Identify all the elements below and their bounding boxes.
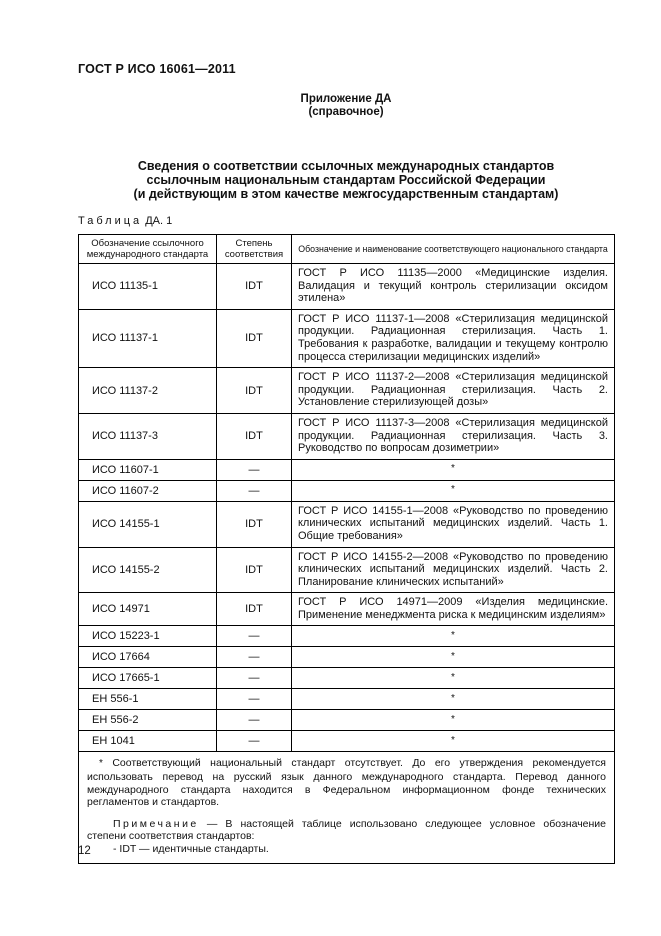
cell-international-standard: ИСО 11137-2 <box>78 367 217 414</box>
cell-degree-of-correspondence: — <box>216 730 292 753</box>
cell-international-standard: ИСО 11607-2 <box>78 479 217 502</box>
table-row: ИСО 11607-1— * <box>78 458 615 481</box>
footnote-text: * Соответствующий национальный стандарт … <box>87 757 606 808</box>
cell-national-standard: ГОСТ Р ИСО 11137-1—2008 «Стерилизация ме… <box>291 308 615 369</box>
section-title-line-1: Сведения о соответствии ссылочных междун… <box>137 159 555 173</box>
cell-degree-of-correspondence: IDT <box>216 546 292 594</box>
column-header-international-standard: Обозначение ссылочного международного ст… <box>78 234 217 264</box>
table-row: ИСО 11607-2— * <box>78 479 615 502</box>
cell-international-standard: ИСО 17665-1 <box>78 667 217 690</box>
cell-degree-of-correspondence: — <box>216 479 292 502</box>
table-caption: Таблица ДА. 1 <box>78 215 614 227</box>
column-header-degree: Степень соответствия <box>216 234 292 264</box>
cell-international-standard: ИСО 14971 <box>78 592 217 627</box>
column-header-national-standard: Обозначение и наименование соответствующ… <box>291 234 615 264</box>
footnote-asterisk: * <box>99 758 103 770</box>
table-header: Обозначение ссылочного международного ст… <box>78 234 615 264</box>
cell-international-standard: ЕН 1041 <box>78 730 217 753</box>
appendix-heading: Приложение ДА (справочное) <box>78 93 614 119</box>
note-body: — В настоящей таблице использовано следу… <box>87 817 607 843</box>
cell-national-standard: * <box>291 646 615 669</box>
table-caption-word: Таблица <box>78 215 143 227</box>
cell-national-standard: * <box>291 458 615 481</box>
table-row: ИСО 11137-3 IDT ГОСТ Р ИСО 11137-3—2008 «С… <box>78 412 615 460</box>
table-row: ЕН 556-2— * <box>78 709 615 732</box>
table-caption-number: ДА. 1 <box>145 215 173 227</box>
cell-degree-of-correspondence: — <box>216 688 292 711</box>
note-word: Примечание <box>113 817 199 830</box>
cell-international-standard: ИСО 11137-1 <box>78 308 217 369</box>
cell-national-standard: ГОСТ Р ИСО 11137-2—2008 «Стерилизация ме… <box>291 367 615 414</box>
cell-national-standard: ГОСТ Р ИСО 11137-3—2008 «Стерилизация ме… <box>291 412 615 460</box>
content-area: Приложение ДА (справочное) Сведения о со… <box>78 93 615 864</box>
table-row: ИСО 17664— * <box>78 646 615 669</box>
table-header-row: Обозначение ссылочного международного ст… <box>78 234 615 264</box>
cell-degree-of-correspondence: IDT <box>216 308 292 369</box>
cell-international-standard: ИСО 11135-1 <box>78 263 217 310</box>
cell-national-standard: * <box>291 625 615 648</box>
cell-international-standard: ИСО 14155-1 <box>78 500 217 548</box>
section-title-line-3: (и действующим в этом качестве межгосуда… <box>133 187 559 201</box>
cell-international-standard: ИСО 11137-3 <box>78 412 217 460</box>
section-title-line-2: ссылочным национальным стандартам Россий… <box>146 173 546 187</box>
table-body: ИСО 11135-1 IDT ГОСТ Р ИСО 11135—2000 «Мед… <box>78 263 615 753</box>
correspondence-table: Обозначение ссылочного международного ст… <box>78 234 615 864</box>
cell-national-standard: ГОСТ Р ИСО 14971—2009 «Изделия медицинск… <box>291 592 615 627</box>
cell-national-standard: ГОСТ Р ИСО 14155-2—2008 «Руководство по … <box>291 546 615 594</box>
cell-degree-of-correspondence: IDT <box>216 592 292 627</box>
table-row: ИСО 17665-1— * <box>78 667 615 690</box>
table-row: ИСО 14971 IDT ГОСТ Р ИСО 14971—2009 «Издел… <box>78 592 615 627</box>
cell-national-standard: * <box>291 479 615 502</box>
note-item-idt: - IDT — идентичные стандарты. <box>113 843 269 856</box>
cell-degree-of-correspondence: IDT <box>216 367 292 414</box>
cell-degree-of-correspondence: — <box>216 458 292 481</box>
cell-national-standard: * <box>291 730 615 753</box>
table-row: ИСО 11135-1 IDT ГОСТ Р ИСО 11135—2000 «Мед… <box>78 263 615 310</box>
table-footnote-cell: * Соответствующий национальный стандарт … <box>78 751 615 864</box>
table-row: ИСО 15223-1— * <box>78 625 615 648</box>
section-title: Сведения о соответствии ссылочных междун… <box>78 159 614 201</box>
cell-international-standard: ИСО 11607-1 <box>78 458 217 481</box>
footnote-body: Соответствующий национальный стандарт от… <box>87 757 606 809</box>
table-row: ИСО 11137-2 IDT ГОСТ Р ИСО 11137-2—2008 «С… <box>78 367 615 414</box>
cell-international-standard: ЕН 556-1 <box>78 688 217 711</box>
cell-degree-of-correspondence: — <box>216 709 292 732</box>
table-footer: * Соответствующий национальный стандарт … <box>78 751 615 864</box>
cell-degree-of-correspondence: IDT <box>216 412 292 460</box>
page-number: 12 <box>78 845 91 857</box>
table-row: ЕН 556-1— * <box>78 688 615 711</box>
document-code: ГОСТ Р ИСО 16061—2011 <box>78 62 236 76</box>
cell-degree-of-correspondence: IDT <box>216 500 292 548</box>
cell-national-standard: ГОСТ Р ИСО 14155-1—2008 «Руководство по … <box>291 500 615 548</box>
cell-degree-of-correspondence: — <box>216 646 292 669</box>
cell-national-standard: * <box>291 709 615 732</box>
note-text: Примечание — В настоящей таблице использ… <box>87 818 606 843</box>
table-row: ИСО 11137-1 IDT ГОСТ Р ИСО 11137-1—2008 «С… <box>78 308 615 369</box>
cell-international-standard: ИСО 14155-2 <box>78 546 217 594</box>
appendix-title: Приложение ДА <box>300 93 392 105</box>
cell-national-standard: * <box>291 667 615 690</box>
cell-degree-of-correspondence: — <box>216 667 292 690</box>
cell-national-standard: * <box>291 688 615 711</box>
cell-international-standard: ИСО 15223-1 <box>78 625 217 648</box>
cell-international-standard: ЕН 556-2 <box>78 709 217 732</box>
table-row: ИСО 14155-2 IDT ГОСТ Р ИСО 14155-2—2008 «Р… <box>78 546 615 594</box>
appendix-subtitle: (справочное) <box>308 106 384 118</box>
cell-national-standard: ГОСТ Р ИСО 11135—2000 «Медицинские издел… <box>291 263 615 310</box>
cell-degree-of-correspondence: IDT <box>216 263 292 310</box>
table-row: ЕН 1041— * <box>78 730 615 753</box>
table-row: ИСО 14155-1 IDT ГОСТ Р ИСО 14155-1—2008 «Р… <box>78 500 615 548</box>
cell-international-standard: ИСО 17664 <box>78 646 217 669</box>
table-footnote-row: * Соответствующий национальный стандарт … <box>78 751 615 864</box>
cell-degree-of-correspondence: — <box>216 625 292 648</box>
